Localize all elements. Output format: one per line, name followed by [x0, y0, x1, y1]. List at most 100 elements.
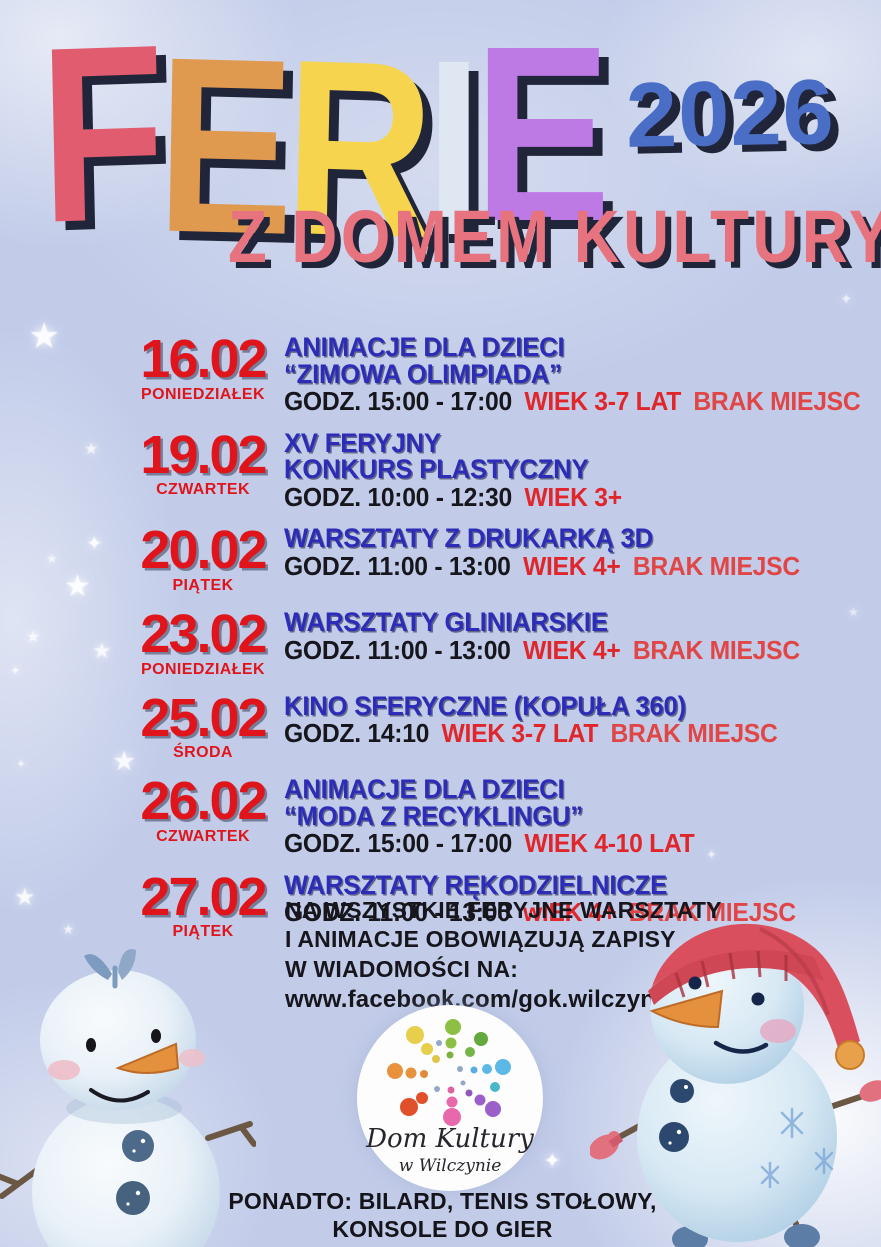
- event-availability: BRAK MIEJSC: [632, 551, 800, 582]
- event-age: WIEK 3+: [524, 482, 622, 513]
- title-letter: I: [425, 8, 482, 287]
- snowflake-decoration: [760, 1107, 834, 1189]
- event-time: GODZ. 15:00 - 17:00: [284, 386, 512, 417]
- event-date: 27.02: [140, 866, 267, 927]
- star-icon: ★: [112, 746, 137, 776]
- title-letter: F: [37, 0, 160, 275]
- footer-line2: KONSOLE DO GIER: [332, 1215, 553, 1242]
- event-title-line2: KONKURS PLASTYCZNY: [284, 454, 589, 485]
- snowman-mitten: [859, 1080, 881, 1102]
- event-date-block: 27.02 PIĄTEK: [124, 866, 282, 942]
- event-time: GODZ. 10:00 - 12:30: [284, 482, 512, 513]
- snowman-right-illustration: [589, 895, 881, 1247]
- registration-line: W WIADOMOŚCI NA:: [285, 955, 519, 982]
- star-icon: ★: [62, 921, 75, 937]
- star-icon: ★: [46, 551, 58, 566]
- sparkle-icon: ✦: [840, 291, 853, 308]
- logo-dots-icon: [387, 1019, 511, 1126]
- event-date: 16.02: [140, 329, 267, 389]
- sparkle-icon: ✦: [86, 533, 103, 555]
- event-row: 27.02 PIĄTEK WARSZTATY RĘKODZIELNICZE GO…: [124, 866, 866, 942]
- event-availability: BRAK MIEJSC: [693, 386, 861, 417]
- event-age: WIEK 3-7 LAT: [524, 386, 681, 417]
- snowman-cheek: [48, 1060, 80, 1080]
- event-date: 19.02: [140, 424, 267, 485]
- snowman-eye: [751, 992, 765, 1006]
- event-day: CZWARTEK: [156, 827, 250, 845]
- event-row: 23.02 PONIEDZIAŁEK WARSZTATY GLINIARSKIE…: [124, 603, 866, 679]
- event-time: GODZ. 11:00 - 13:00: [284, 897, 511, 928]
- logo-text-line2: w Wilczynie: [399, 1156, 502, 1176]
- sparkle-icon: ✦: [706, 847, 717, 862]
- footer-note: PONADTO: BILARD, TENIS STOŁOWY, KONSOLE …: [160, 1188, 725, 1243]
- star-icon: ★: [92, 638, 112, 663]
- event-day: PONIEDZIAŁEK: [141, 385, 265, 403]
- event-day: PIĄTEK: [172, 576, 234, 594]
- snowman-carrot-nose: [115, 1042, 180, 1074]
- event-day: CZWARTEK: [156, 481, 250, 499]
- event-time: GODZ. 11:00 - 13:00: [284, 551, 511, 582]
- dom-kultury-logo: Dom Kultury w Wilczynie: [357, 1005, 543, 1191]
- event-row: 16.02 PONIEDZIAŁEK ANIMACJE DLA DZIECI “…: [124, 329, 866, 417]
- snowman-boot: [784, 1224, 820, 1247]
- event-title: WARSZTATY GLINIARSKIE: [284, 606, 608, 637]
- snowman-eye: [86, 1038, 96, 1052]
- event-title: WARSZTATY Z DRUKARKĄ 3D: [284, 523, 653, 554]
- event-date: 23.02: [140, 603, 267, 664]
- snowman-cheek: [760, 1019, 796, 1043]
- poster-year: 2026: [625, 61, 836, 167]
- snowman-cheek: [179, 1049, 205, 1067]
- event-age: wIEK 4+: [522, 897, 617, 928]
- event-row: 25.02 ŚRODA KINO SFERYCZNE (KOPUŁA 360) …: [124, 687, 866, 763]
- event-date-block: 16.02 PONIEDZIAŁEK: [124, 329, 282, 416]
- event-title: KINO SFERYCZNE (KOPUŁA 360): [284, 690, 686, 721]
- event-row: 19.02 CZWARTEK XV FERYJNY KONKURS PLASTY…: [124, 424, 866, 513]
- star-icon: ★: [64, 570, 91, 603]
- event-date: 26.02: [140, 771, 267, 832]
- star-icon: ★: [26, 629, 41, 646]
- snowman-buttons: [116, 1130, 154, 1215]
- event-date: 25.02: [140, 687, 267, 748]
- event-time: GODZ. 15:00 - 17:00: [284, 828, 512, 859]
- poster-title: F E R I E: [37, 0, 611, 290]
- event-row: 26.02 CZWARTEK ANIMACJE DLA DZIECI “MODA…: [124, 771, 866, 859]
- poster-subtitle: Z DOMEM KULTURY: [228, 195, 881, 278]
- event-day: PONIEDZIAŁEK: [141, 660, 265, 678]
- event-age: WIEK 3-7 LAT: [441, 718, 599, 749]
- snowman-buttons: [659, 1079, 694, 1152]
- star-icon: ★: [14, 884, 36, 911]
- event-availability: BRAK MIEJSC: [632, 634, 800, 665]
- event-date: 20.02: [140, 520, 267, 581]
- sparkle-icon: ✦: [543, 1148, 562, 1173]
- snowman-head: [40, 970, 196, 1110]
- star-icon: ★: [84, 441, 99, 458]
- snowman-body: [32, 1096, 220, 1247]
- star-icon: ★: [848, 605, 859, 619]
- snowman-smile: [713, 1040, 769, 1054]
- snowman-mitten: [589, 1131, 624, 1160]
- registration-note: NA WSZYSTKIE FERYJNE WARSZTATY I ANIMACJ…: [285, 896, 722, 1016]
- event-title-line2: “ZIMOWA OLIMPIADA”: [284, 358, 562, 389]
- event-time: GODZ. 11:00 - 13:00: [284, 634, 511, 665]
- event-day: PIĄTEK: [172, 923, 234, 941]
- logo-text-line1: Dom Kultury: [365, 1124, 534, 1154]
- event-date-block: 26.02 CZWARTEK: [124, 771, 282, 858]
- event-availability: BRAK MIEJSC: [610, 718, 778, 749]
- facebook-url[interactable]: www.facebook.com/gok.wilczyn.pl: [285, 986, 684, 1014]
- event-title: XV FERYJNY: [284, 427, 441, 458]
- event-title: ANIMACJE DLA DZIECI: [284, 774, 565, 805]
- event-day: ŚRODA: [173, 744, 233, 762]
- event-date-block: 20.02 PIĄTEK: [124, 520, 282, 595]
- event-date-block: 23.02 PONIEDZIAŁEK: [124, 603, 282, 679]
- event-title-line2: “MODA Z RECYKLINGU”: [284, 800, 583, 831]
- title-letter: E: [474, 0, 611, 273]
- snowman-eye: [151, 1029, 161, 1043]
- event-time: GODZ. 14:10: [284, 718, 430, 749]
- event-date-block: 25.02 ŚRODA: [124, 687, 282, 763]
- event-age: WIEK 4-10 LAT: [524, 828, 695, 859]
- registration-line: I ANIMACJE OBOWIĄZUJĄ ZAPISY: [285, 926, 676, 953]
- registration-line: NA WSZYSTKIE FERYJNE WARSZTATY: [285, 897, 722, 923]
- snowman-carrot-nose: [649, 989, 724, 1029]
- footer-line1: PONADTO: BILARD, TENIS STOŁOWY,: [228, 1188, 657, 1214]
- snowman-left-illustration: [0, 940, 257, 1247]
